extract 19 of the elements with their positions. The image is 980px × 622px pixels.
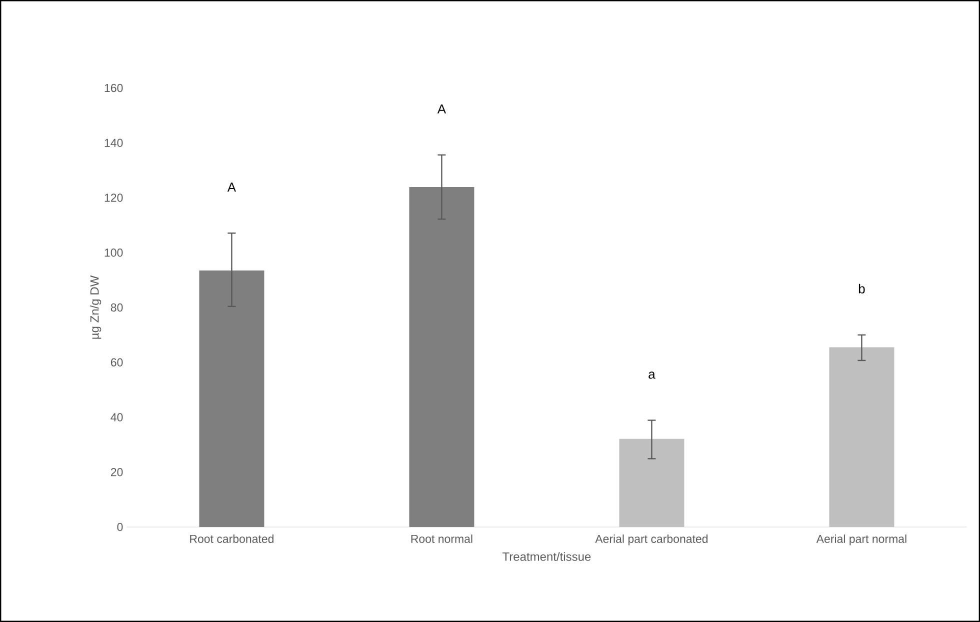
y-tick-label: 160 [104, 84, 123, 92]
y-tick-label: 0 [117, 522, 123, 532]
annotation: a [648, 372, 656, 379]
y-tick-label: 120 [104, 194, 123, 202]
annotation: A [437, 104, 446, 114]
y-tick-label: 100 [104, 248, 123, 257]
y-tick-label: 60 [110, 358, 123, 366]
x-tick-label: Root normal [411, 534, 472, 543]
y-tick-label: 140 [104, 138, 123, 147]
y-tick-label: 20 [110, 468, 123, 476]
x-tick-label: Root carbonated [190, 534, 274, 543]
annotation: A [227, 182, 236, 192]
x-tick-label: Aerial part normal [816, 534, 906, 546]
annotation: b [858, 284, 865, 294]
x-tick-label: Aerial part carbonated [595, 534, 708, 546]
x-axis-title: Treatment/tissue [502, 552, 591, 561]
y-tick-label: 80 [110, 303, 123, 312]
y-tick-label: 40 [110, 413, 123, 422]
y-axis-title: µg Zn/g DW [90, 275, 102, 339]
